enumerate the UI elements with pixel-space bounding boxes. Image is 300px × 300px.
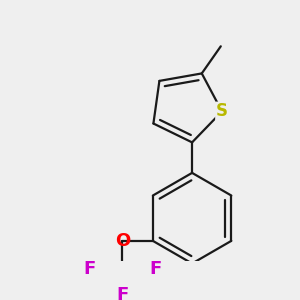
Text: F: F [116, 286, 128, 300]
Text: O: O [115, 232, 130, 250]
Text: S: S [216, 102, 228, 120]
Text: F: F [149, 260, 162, 278]
Text: F: F [83, 260, 95, 278]
